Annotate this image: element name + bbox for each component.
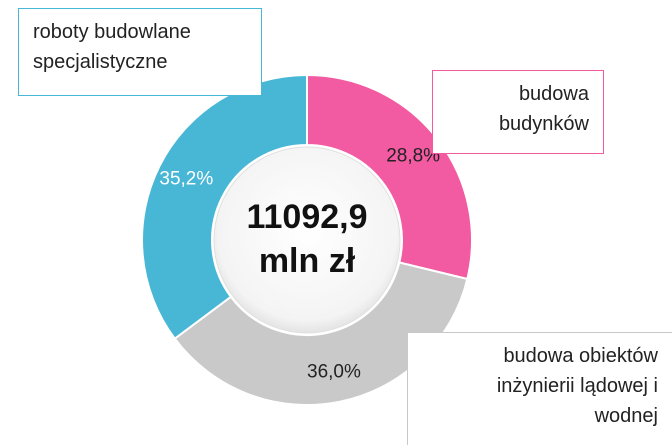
value-label: 28,8%	[386, 146, 440, 167]
center-label: 11092,9	[246, 198, 367, 236]
center-circle	[213, 146, 401, 334]
center-label: mln zł	[259, 242, 356, 280]
category-label: budowa budynków	[432, 70, 604, 154]
value-label: 36,0%	[307, 361, 361, 382]
value-label: 35,2%	[159, 168, 213, 189]
donut-slice	[306, 73, 473, 281]
category-label: budowa obiektów inżynierii lądowej i wod…	[407, 332, 672, 445]
category-label: roboty budowlane specjalistyczne	[18, 8, 262, 96]
donut-slice	[141, 73, 308, 341]
